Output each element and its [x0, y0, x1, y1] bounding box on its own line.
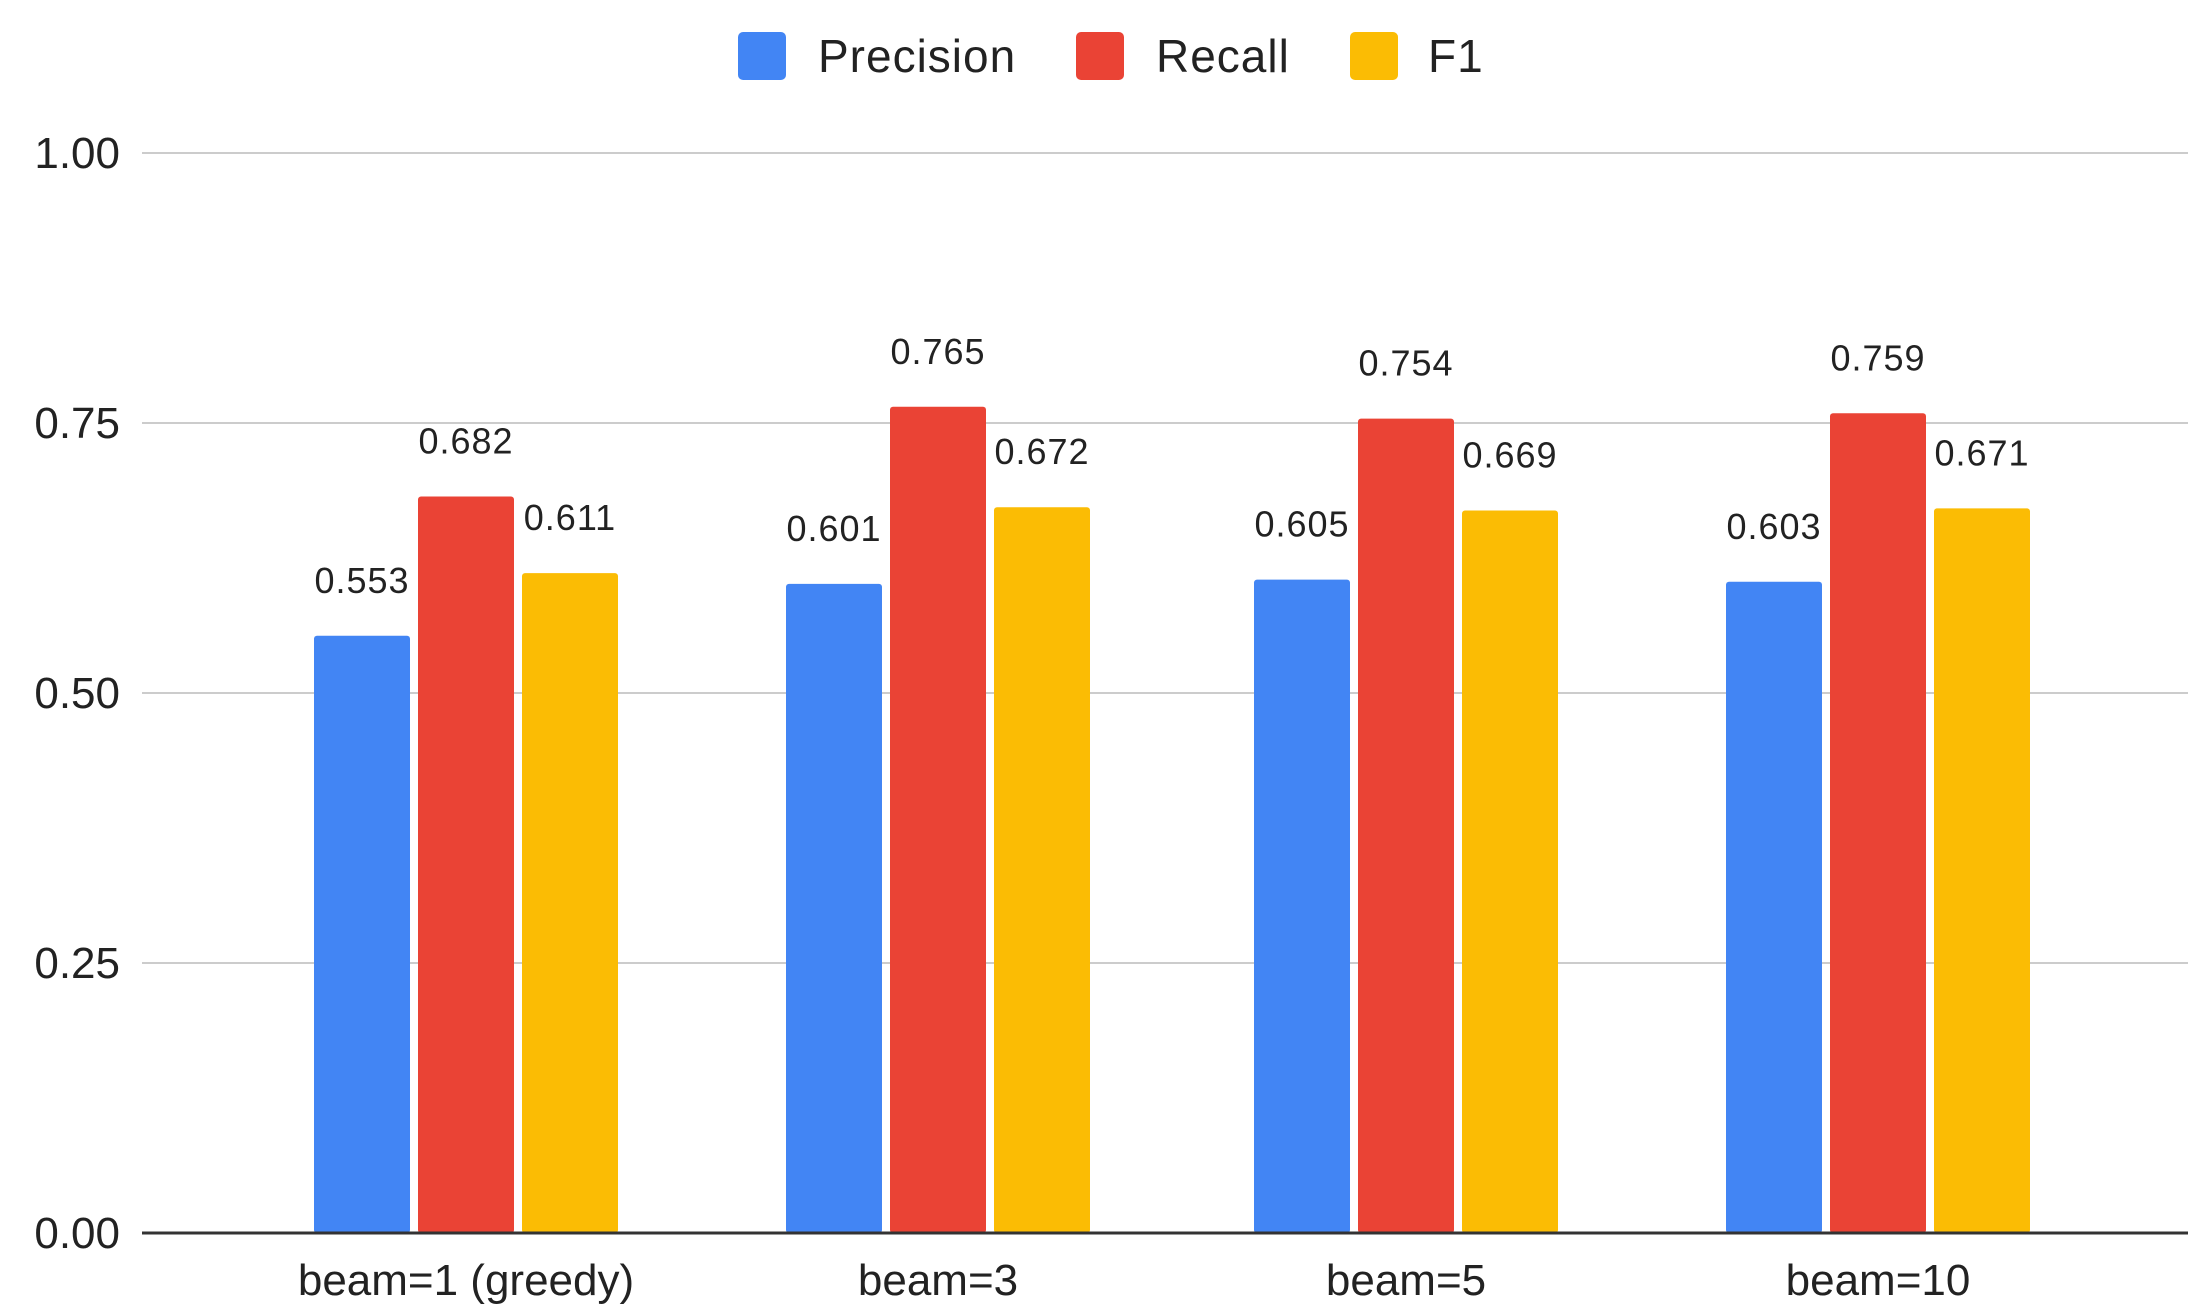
data-label-recall-4: 0.759 [1830, 337, 1925, 378]
bar-precision-2[interactable] [786, 583, 882, 1233]
data-label-f1-3: 0.669 [1462, 434, 1557, 475]
data-label-precision-2: 0.601 [786, 508, 881, 549]
bar-recall-4[interactable] [1830, 413, 1926, 1233]
legend-label: Recall [1156, 30, 1290, 82]
legend-swatch [738, 32, 786, 80]
x-category-label: beam=3 [858, 1256, 1018, 1305]
bar-precision-4[interactable] [1726, 581, 1822, 1233]
legend-label: F1 [1428, 30, 1484, 82]
legend-item-recall[interactable]: Recall [1076, 30, 1290, 82]
data-label-precision-1: 0.553 [314, 560, 409, 601]
data-label-recall-3: 0.754 [1358, 343, 1453, 384]
data-label-f1-2: 0.672 [994, 431, 1089, 472]
y-tick-label: 0.00 [34, 1209, 120, 1258]
data-label-recall-2: 0.765 [890, 331, 985, 372]
y-axis-ticks: 0.00 0.25 0.50 0.75 1.00 [34, 129, 120, 1258]
legend-label: Precision [818, 30, 1016, 82]
data-label-precision-3: 0.605 [1254, 504, 1349, 545]
data-label-precision-4: 0.603 [1726, 506, 1821, 547]
bar-f1-1[interactable] [522, 573, 618, 1233]
x-category-label: beam=10 [1786, 1256, 1971, 1305]
bar-precision-3[interactable] [1254, 579, 1350, 1233]
bar-recall-2[interactable] [890, 406, 986, 1233]
legend-swatch [1350, 32, 1398, 80]
data-label-f1-1: 0.611 [524, 497, 616, 538]
bar-precision-1[interactable] [314, 635, 410, 1233]
legend[interactable]: Precision Recall F1 [738, 30, 1484, 82]
legend-item-precision[interactable]: Precision [738, 30, 1016, 82]
x-axis-categories: beam=1 (greedy) beam=3 beam=5 beam=10 [298, 1256, 1971, 1305]
bar-f1-3[interactable] [1462, 510, 1558, 1234]
y-tick-label: 0.75 [34, 399, 120, 448]
bar-recall-3[interactable] [1358, 418, 1454, 1233]
y-tick-label: 1.00 [34, 129, 120, 178]
legend-swatch [1076, 32, 1124, 80]
data-labels: 0.553 0.682 0.611 0.601 0.765 0.672 0.605 0.754… [314, 331, 2029, 601]
data-label-f1-4: 0.671 [1934, 432, 2029, 473]
bars [142, 406, 2188, 1235]
y-tick-label: 0.50 [34, 669, 120, 718]
bar-f1-4[interactable] [1934, 508, 2030, 1233]
y-tick-label: 0.25 [34, 939, 120, 988]
x-category-label: beam=5 [1326, 1256, 1486, 1305]
bar-f1-2[interactable] [994, 507, 1090, 1233]
data-label-recall-1: 0.682 [418, 420, 513, 461]
legend-item-f1[interactable]: F1 [1350, 30, 1484, 82]
bar-recall-1[interactable] [418, 496, 514, 1233]
x-category-label: beam=1 (greedy) [298, 1256, 634, 1305]
